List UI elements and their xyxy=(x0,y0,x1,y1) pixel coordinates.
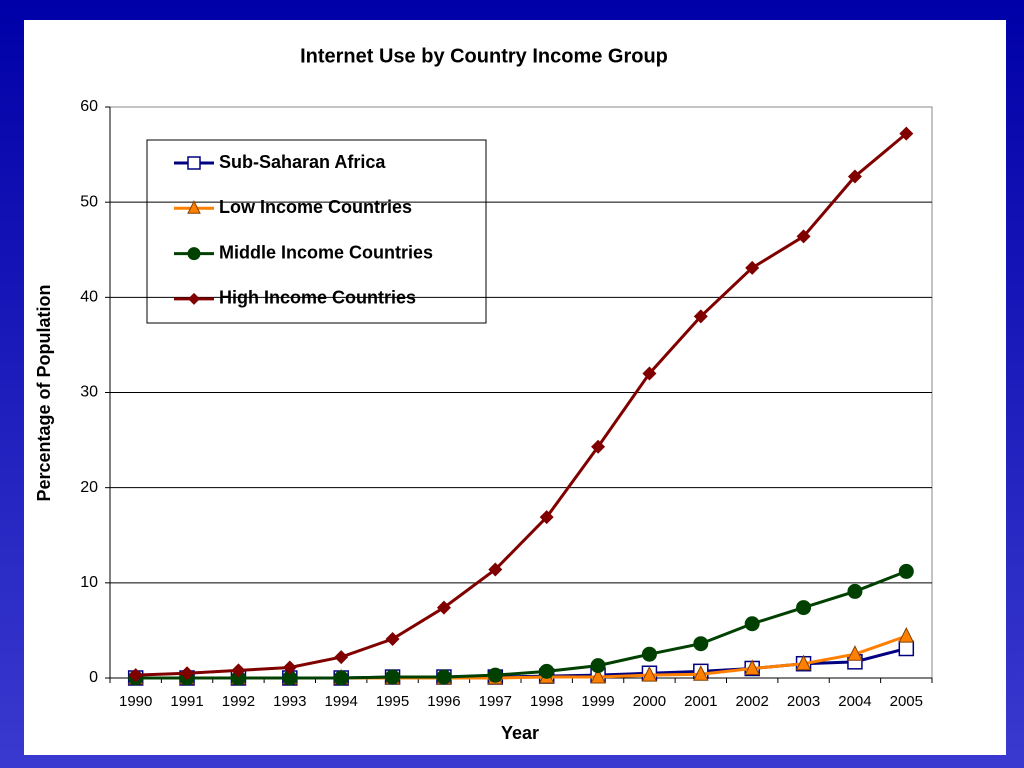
marker xyxy=(745,260,760,275)
marker xyxy=(796,229,811,244)
x-tick-label: 2005 xyxy=(890,693,923,710)
y-tick-label: 50 xyxy=(80,193,98,210)
x-tick-label: 2003 xyxy=(787,693,820,710)
marker xyxy=(847,169,862,184)
x-axis-title: Year xyxy=(501,723,539,743)
marker xyxy=(385,631,400,646)
x-tick-label: 1995 xyxy=(376,693,409,710)
y-tick-label: 10 xyxy=(80,574,98,591)
legend-label: Low Income Countries xyxy=(219,197,412,217)
x-tick-label: 1993 xyxy=(273,693,306,710)
marker xyxy=(795,654,812,671)
marker xyxy=(282,660,297,675)
x-tick-label: 1990 xyxy=(119,693,152,710)
y-tick-label: 40 xyxy=(80,289,98,306)
legend-label: Sub-Saharan Africa xyxy=(219,152,386,172)
x-tick-label: 2004 xyxy=(838,693,871,710)
marker xyxy=(128,668,143,683)
legend-label: High Income Countries xyxy=(219,288,416,308)
marker xyxy=(693,309,708,324)
y-axis-title: Percentage of Population xyxy=(34,284,54,501)
marker xyxy=(693,665,709,681)
marker xyxy=(899,126,914,141)
marker xyxy=(898,563,914,579)
marker xyxy=(847,583,863,599)
x-tick-label: 1999 xyxy=(581,693,614,710)
x-tick-label: 1992 xyxy=(222,693,255,710)
x-tick-label: 1997 xyxy=(479,693,512,710)
marker xyxy=(436,600,451,615)
y-tick-label: 0 xyxy=(89,669,98,686)
marker xyxy=(187,247,201,261)
marker xyxy=(591,439,606,454)
marker xyxy=(231,663,246,678)
marker xyxy=(847,645,863,661)
marker xyxy=(641,646,657,662)
x-tick-label: 1994 xyxy=(325,693,358,710)
marker xyxy=(180,666,195,681)
chart-title: Internet Use by Country Income Group xyxy=(300,45,668,67)
y-tick-label: 60 xyxy=(80,98,98,115)
x-tick-label: 2001 xyxy=(684,693,717,710)
marker xyxy=(436,669,452,685)
y-tick-label: 20 xyxy=(80,479,98,496)
x-tick-label: 2000 xyxy=(633,693,666,710)
marker xyxy=(188,292,200,305)
x-tick-label: 2002 xyxy=(736,693,769,710)
marker xyxy=(898,627,915,643)
marker xyxy=(796,600,812,616)
series-line xyxy=(135,132,908,677)
marker xyxy=(693,636,709,652)
marker xyxy=(744,616,760,632)
marker xyxy=(187,200,201,214)
marker xyxy=(590,658,606,674)
marker xyxy=(898,640,915,657)
marker xyxy=(539,663,555,679)
y-tick-label: 30 xyxy=(80,384,98,401)
marker xyxy=(744,659,760,675)
x-tick-label: 1998 xyxy=(530,693,563,710)
marker xyxy=(539,510,554,525)
marker xyxy=(642,366,657,381)
marker xyxy=(333,670,349,686)
legend xyxy=(146,139,487,324)
marker xyxy=(487,667,503,683)
x-tick-label: 1996 xyxy=(427,693,460,710)
marker xyxy=(590,667,606,684)
legend-label: Middle Income Countries xyxy=(219,242,433,262)
marker xyxy=(641,666,658,682)
series-line xyxy=(135,570,907,680)
marker xyxy=(385,669,401,685)
marker xyxy=(187,156,201,170)
marker xyxy=(488,562,503,577)
marker xyxy=(334,650,349,665)
x-tick-label: 1991 xyxy=(170,693,203,710)
